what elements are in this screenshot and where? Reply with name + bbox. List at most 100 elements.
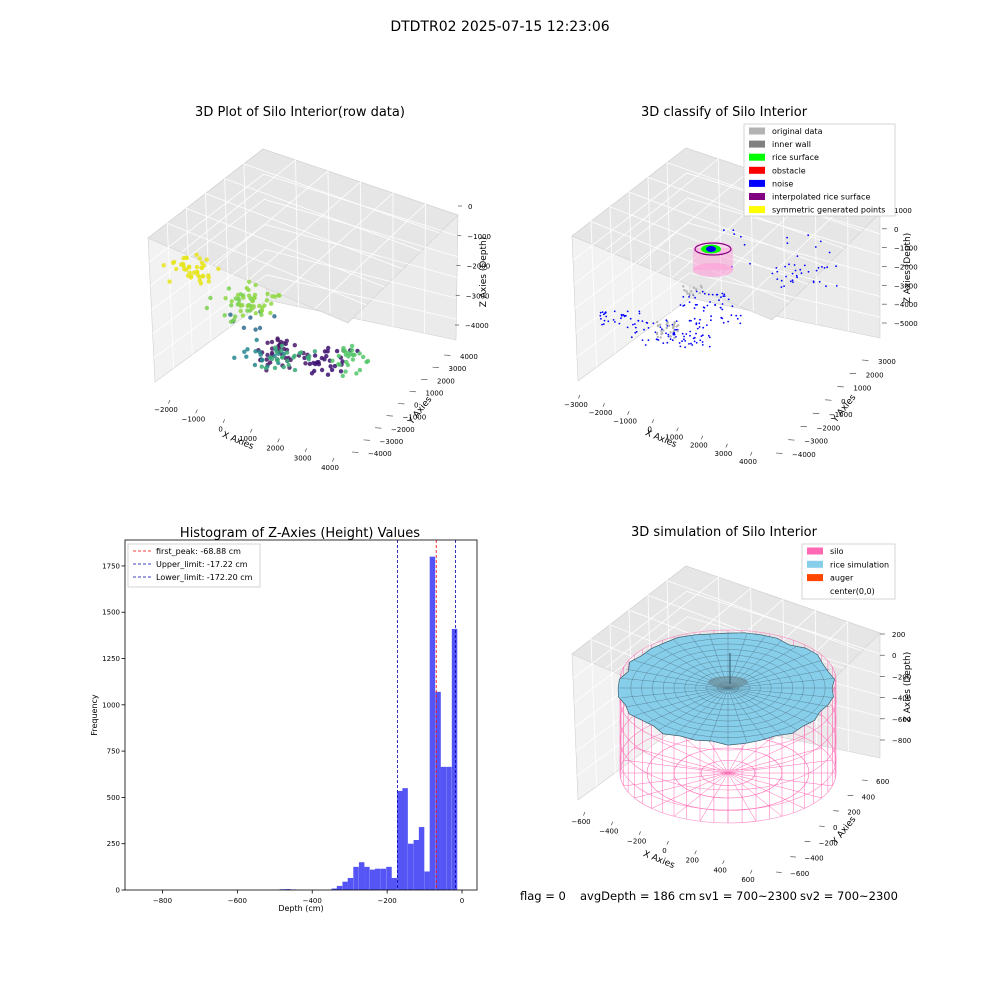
histogram-bar [407,843,414,890]
silo-floor-spoke [634,747,729,774]
histogram-bar [331,888,338,890]
noise-point [684,346,687,349]
plot1-point [174,266,179,272]
plot4-legend-label: silo [830,547,844,556]
plot1-point [286,362,291,368]
noise-point [684,340,687,342]
plot1-y-tick-label: 2000 [437,377,455,385]
noise-point [652,322,655,325]
plot1-x-tick-label: 0 [218,425,222,433]
noise-point [618,322,621,325]
plot1-y-tick-label: −1000 [403,414,427,422]
noise-point [799,268,802,271]
plot1-z-tick-label: 0 [468,203,472,211]
noise-point [659,326,662,328]
plot1-y-tick-label: −2000 [391,426,415,434]
noise-point [814,246,817,248]
original-point [666,321,669,324]
noise-point [620,313,623,316]
mesh-spoke [690,687,729,740]
plot1-point [259,308,264,314]
mesh-spoke [727,678,835,689]
plot1-point [303,361,308,366]
noise-point [698,326,701,328]
original-point [665,326,668,330]
noise-point [678,342,681,344]
plot1-point [343,369,348,374]
noise-point [695,332,697,335]
plot2-z-tick-label: −2000 [894,264,918,272]
plot3-ticks: −800 −600 −400 −200 0 0 250 500 750 1000 1250 1500 1… [102,562,464,905]
plot1-point [264,357,269,362]
noise-point [727,298,730,301]
plot4-ticks: −600−400−20002004006006004002000−200−400… [571,631,911,884]
plot1-x-tick-mark [195,409,198,414]
noise-point [701,344,704,346]
noise-point [634,326,637,329]
plot1-x-tick-label: 4000 [321,464,339,472]
plot3-y-tick-label: 1750 [102,562,120,570]
noise-point [634,323,636,325]
plot4-z-tick-label: −400 [892,695,911,703]
noise-point [735,314,738,317]
plot1-point [161,263,166,268]
noise-point [679,304,682,306]
plot2-z-tick-label: −4000 [894,301,918,309]
noise-point [749,262,751,265]
plot1-ticks: −2000−1000010002000300040004000300020001… [154,203,491,472]
plot1-point [183,267,189,272]
noise-point [702,326,705,329]
noise-point [743,243,746,246]
original-point [686,292,689,295]
plot1-x-tick-mark [222,419,225,424]
original-point [659,323,662,326]
original-point [682,285,685,288]
plot2-z-tick-label: −3000 [894,282,918,290]
noise-point [600,317,602,320]
plot4-rice-surface [617,632,836,746]
noise-point [786,242,789,245]
noise-point [647,339,650,341]
plot1-y-tick-label: 4000 [460,353,478,361]
plot1-point [228,312,233,317]
plot4-x-tick-label: 400 [713,866,726,874]
grid-line-z [153,274,457,359]
plot1-point [279,348,284,353]
plot1-point [246,279,252,284]
noise-point [675,320,678,322]
plot2-legend-swatch [749,140,765,148]
plot1-point [194,252,199,257]
plot1-y-tick-label: 1000 [426,389,444,397]
plot4-z-tick-label: −800 [892,737,911,745]
plot2-zlabel: Z Axies (Depth) [903,233,913,304]
plot2-x-tick-mark [651,419,654,424]
mesh-spoke [645,687,729,724]
footer-sv2: sv2 = 700~2300 [800,889,898,903]
plot1-point [188,275,194,280]
plot3-vlines [397,540,456,890]
plot1-point [312,353,318,358]
plot2-y-tick-label: 1000 [853,385,871,393]
plot1-point [238,303,243,308]
noise-point [688,296,690,298]
silo-floor-spoke [623,759,729,774]
plot1-point [204,305,210,311]
plot1-point [257,303,262,309]
original-point [698,291,701,295]
plot1-point [252,362,258,368]
original-point [660,329,663,333]
plot1-point [244,354,249,359]
plot1-point [206,279,211,284]
noise-point [722,321,725,324]
noise-point [721,308,724,311]
noise-point [665,319,668,321]
histogram-bar [424,871,430,890]
plot1-point [257,325,263,331]
histogram-bar [451,628,458,890]
noise-point [826,266,829,269]
plot1-point [223,296,228,301]
plot1-point [201,263,207,268]
original-point [690,290,693,293]
plot4-legend-swatch [807,560,823,568]
noise-point [727,320,729,323]
